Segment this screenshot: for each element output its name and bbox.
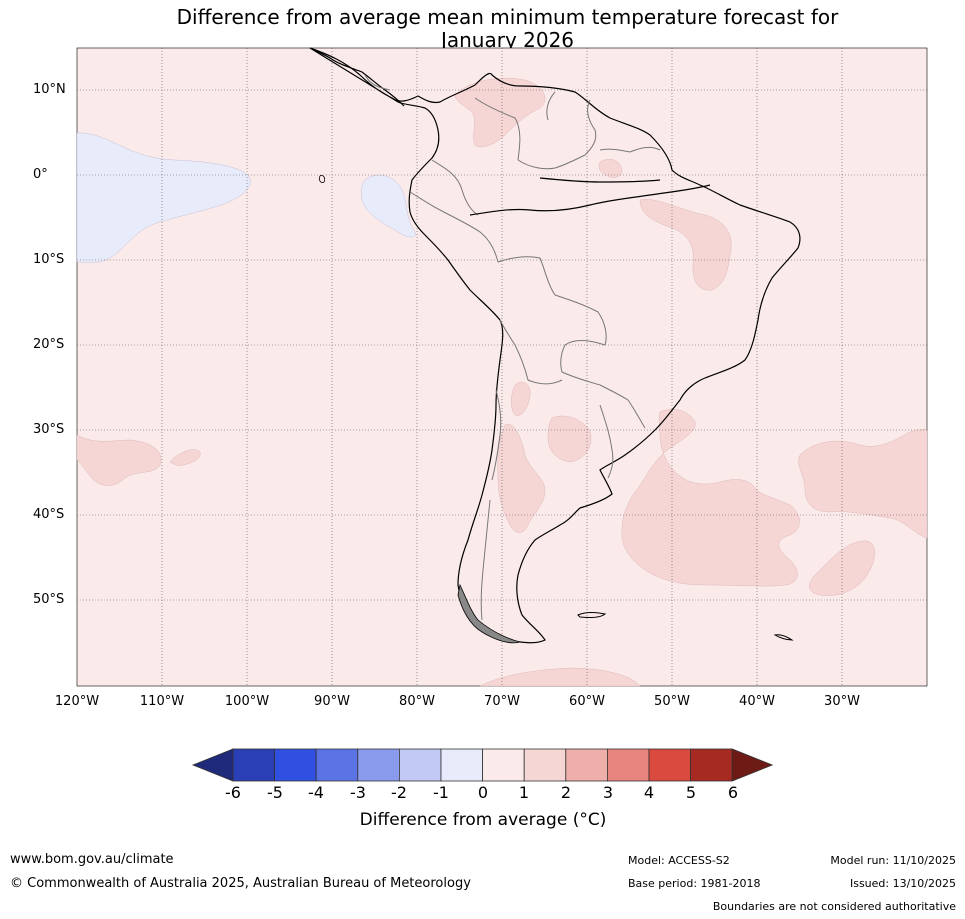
- lat-label-30s: 30°S: [33, 422, 65, 437]
- south-america-coastline: [309, 47, 801, 644]
- warm-anomaly-area-guiana: [598, 159, 623, 178]
- lat-label-20s: 20°S: [33, 337, 65, 352]
- colorbar-tick-0: 0: [477, 783, 489, 802]
- colorbar-segment: [357, 748, 400, 782]
- colorbar-segment: [315, 748, 359, 782]
- colorbar-arrow-high: [731, 748, 774, 782]
- colorbar-label-unit: (°C): [572, 810, 607, 830]
- cool-anomaly-area-pacific: [76, 132, 251, 263]
- lon-label-120w: 120°W: [54, 694, 100, 709]
- lat-label-40s: 40°S: [33, 507, 65, 522]
- lon-label-40w: 40°W: [739, 694, 775, 709]
- warm-anomaly-area-southern-ocean: [479, 667, 641, 687]
- lon-label-30w: 30°W: [824, 694, 860, 709]
- cool-anomaly-area-ecuador: [361, 174, 416, 238]
- warm-anomaly-area-caribbean: [454, 77, 546, 148]
- colorbar-segment: [648, 748, 691, 782]
- graticule: [77, 48, 927, 686]
- forecast-map: [76, 47, 928, 687]
- colorbar-tick-minus-3: -3: [350, 783, 366, 802]
- colorbar-tick-6: 6: [727, 783, 739, 802]
- central-america-coastline: [309, 47, 405, 107]
- galapagos-islands: [318, 175, 326, 183]
- colorbar-tick-3: 3: [602, 783, 614, 802]
- lon-label-90w: 90°W: [314, 694, 350, 709]
- colorbar-segment: [440, 748, 483, 782]
- footer-model: Model: ACCESS-S2: [628, 854, 730, 867]
- colorbar-segment: [607, 748, 650, 782]
- south-georgia: [773, 634, 794, 641]
- lon-label-100w: 100°W: [224, 694, 270, 709]
- lat-label-0: 0°: [33, 167, 48, 182]
- colorbar-label-text: Difference from average: [359, 810, 568, 830]
- colorbar-label: Difference from average (°C): [300, 810, 666, 830]
- amazon-river: [469, 184, 711, 216]
- colorbar-segment: [232, 748, 275, 782]
- colorbar-segment: [482, 748, 525, 782]
- warm-anomaly-area-pacific-south-2: [169, 449, 201, 467]
- warm-anomaly-area-pampas: [547, 415, 592, 463]
- country-borders: [364, 74, 661, 621]
- colorbar-segment: [523, 748, 567, 782]
- warm-anomaly-area-patagonia: [497, 424, 546, 533]
- lat-label-50s: 50°S: [33, 592, 65, 607]
- colorbar-tick-minus-5: -5: [267, 783, 283, 802]
- chart-title-line-1: Difference from average mean minimum tem…: [176, 5, 839, 29]
- colorbar: [191, 748, 774, 782]
- footer-website: www.bom.gov.au/climate: [10, 852, 174, 867]
- footer-issued: Issued: 13/10/2025: [849, 877, 956, 890]
- colorbar-segment: [565, 748, 608, 782]
- colorbar-tick-1: 1: [518, 783, 530, 802]
- warm-anomaly-area-atlantic-east: [798, 429, 928, 539]
- amazon-estuary: [539, 177, 661, 183]
- warm-anomaly-area-argentina-north: [511, 381, 531, 416]
- colorbar-arrow-low: [191, 748, 234, 782]
- footer-model-run: Model run: 11/10/2025: [830, 854, 956, 867]
- colorbar-tick-5: 5: [685, 783, 697, 802]
- footer-disclaimer: Boundaries are not considered authoritat…: [712, 900, 956, 913]
- tierra-del-fuego: [457, 583, 522, 644]
- lon-label-60w: 60°W: [569, 694, 605, 709]
- lon-label-50w: 50°W: [654, 694, 690, 709]
- warm-anomaly-area-atlantic-west: [621, 409, 800, 587]
- colorbar-segment: [274, 748, 317, 782]
- lon-label-80w: 80°W: [399, 694, 435, 709]
- falkland-islands: [577, 612, 607, 619]
- footer-copyright: © Commonwealth of Australia 2025, Austra…: [10, 876, 471, 891]
- lon-label-70w: 70°W: [484, 694, 520, 709]
- chart-title-line-2: January 2026: [440, 28, 575, 52]
- colorbar-tick-minus-4: -4: [308, 783, 324, 802]
- colorbar-tick-minus-6: -6: [225, 783, 241, 802]
- warm-anomaly-area-south-atlantic: [809, 540, 875, 596]
- colorbar-segment: [398, 748, 442, 782]
- lat-label-10s: 10°S: [33, 252, 65, 267]
- colorbar-tick-minus-1: -1: [433, 783, 449, 802]
- colorbar-tick-4: 4: [643, 783, 655, 802]
- footer-base-period: Base period: 1981-2018: [628, 877, 761, 890]
- lat-label-10n: 10°N: [33, 82, 66, 97]
- warm-anomaly-area-pacific-south: [76, 434, 162, 486]
- colorbar-tick-minus-2: -2: [391, 783, 407, 802]
- colorbar-segment: [690, 748, 733, 782]
- lon-label-110w: 110°W: [139, 694, 185, 709]
- colorbar-tick-2: 2: [560, 783, 572, 802]
